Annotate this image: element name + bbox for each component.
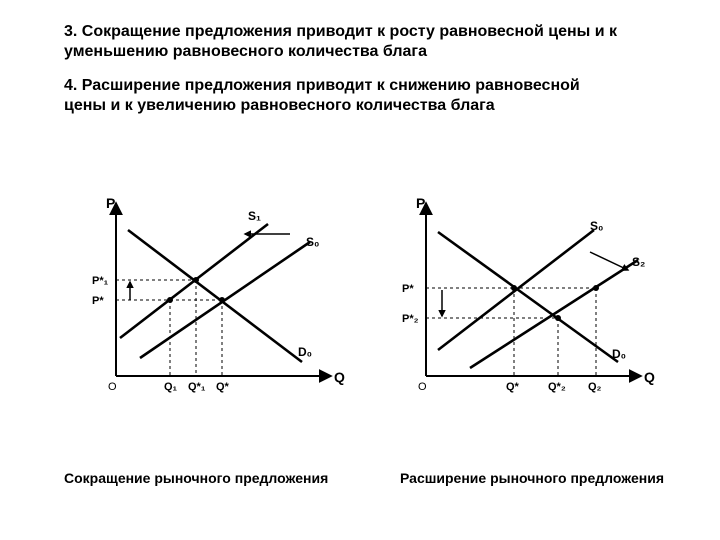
curve-demand — [128, 230, 302, 362]
eq-point-2 — [555, 315, 561, 321]
axis-label-p: P — [416, 195, 425, 211]
eq-point-extra — [593, 285, 599, 291]
label-p0: P* — [92, 295, 104, 307]
label-q2: Q*₂ — [548, 381, 566, 393]
paragraph-3: 3. Сокращение предложения приводит к рос… — [64, 22, 644, 62]
paragraph-4: 4. Расширение предложения приводит к сни… — [64, 76, 624, 116]
axis-label-q: Q — [644, 369, 655, 385]
chart-supply-increase: P Q D₀ S₀ S₂ — [380, 190, 660, 410]
label-q-extra: Q₁ — [164, 381, 178, 393]
label-supply-1: S₁ — [248, 209, 261, 223]
axis-label-p: P — [106, 195, 115, 211]
eq-point-extra — [167, 297, 173, 303]
chart-supply-decrease: P Q D₀ S₀ S₁ — [70, 190, 350, 410]
label-q0: Q* — [216, 381, 230, 393]
label-q1: Q*₁ — [188, 381, 206, 393]
eq-point-0 — [219, 297, 225, 303]
caption-left: Сокращение рыночного предложения — [64, 470, 328, 486]
curve-demand — [438, 232, 618, 362]
label-p2: P*₂ — [402, 313, 419, 325]
label-q0: Q* — [506, 381, 520, 393]
label-q-extra: Q₂ — [588, 381, 602, 393]
label-supply-0: S₀ — [306, 235, 319, 249]
label-p0: P* — [402, 283, 414, 295]
page: 3. Сокращение предложения приводит к рос… — [0, 0, 720, 540]
label-demand: D₀ — [612, 347, 626, 361]
axis-label-q: Q — [334, 369, 345, 385]
origin-o: O — [418, 381, 427, 393]
label-demand: D₀ — [298, 345, 312, 359]
eq-point-1 — [193, 277, 199, 283]
label-supply-2: S₂ — [632, 255, 645, 269]
origin-o: O — [108, 381, 117, 393]
label-p1: P*₁ — [92, 275, 109, 287]
label-supply-0: S₀ — [590, 219, 603, 233]
eq-point-0 — [511, 285, 517, 291]
shift-arrow — [590, 252, 628, 270]
caption-right: Расширение рыночного предложения — [400, 470, 664, 486]
